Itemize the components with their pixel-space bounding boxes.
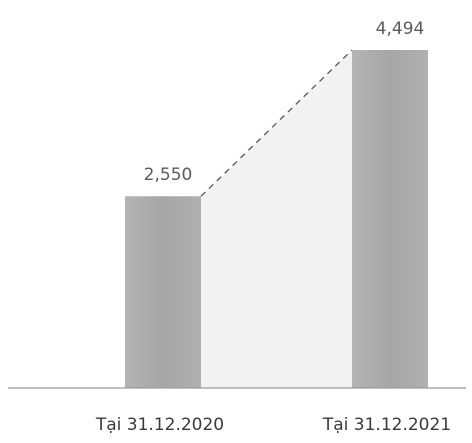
plot-area <box>125 49 428 388</box>
value-label-1: 2,550 <box>144 165 193 185</box>
dashed-connector-line <box>200 49 353 197</box>
bar-1 <box>125 196 201 388</box>
category-label-2: Tại 31.12.2021 <box>322 415 451 435</box>
labels-layer: 2,550 4,494 Tại 31.12.2020 Tại 31.12.2021 <box>95 19 451 435</box>
value-label-2: 4,494 <box>376 19 425 39</box>
bar-2 <box>352 50 428 388</box>
growth-fill-area <box>201 50 352 388</box>
category-label-1: Tại 31.12.2020 <box>95 415 224 435</box>
